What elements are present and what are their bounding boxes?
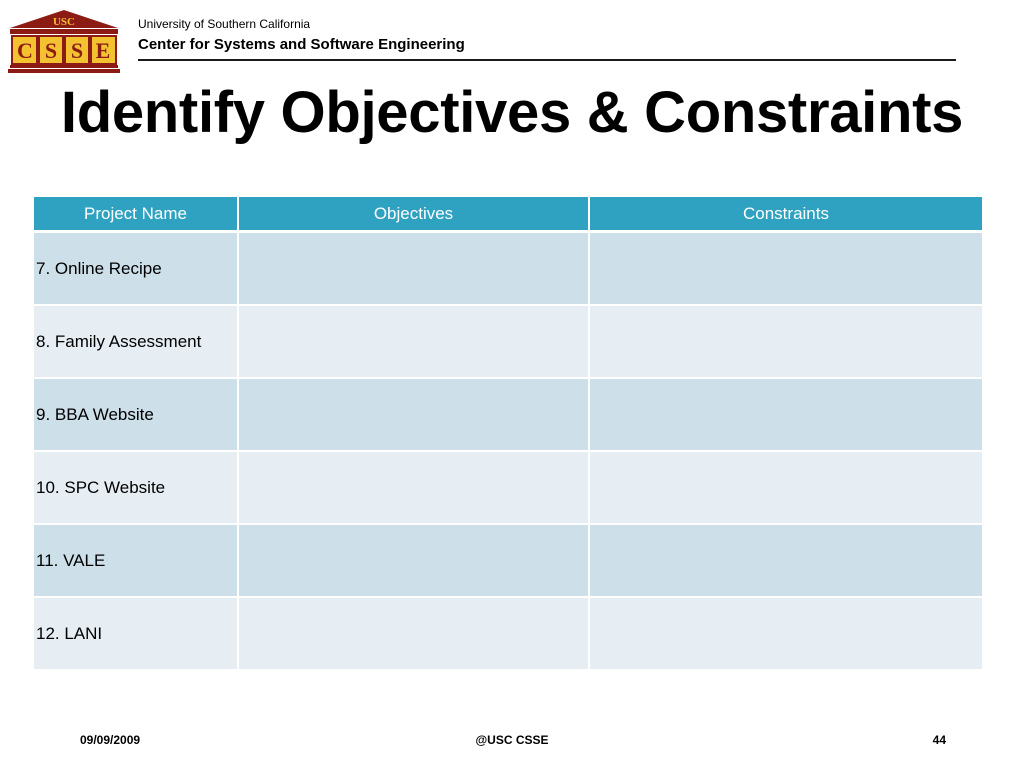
table-row: 10. SPC Website bbox=[34, 451, 982, 525]
objectives-table-container: Project Name Objectives Constraints 7. O… bbox=[34, 197, 982, 671]
slide-title: Identify Objectives & Constraints bbox=[60, 80, 964, 145]
table-row: 7. Online Recipe bbox=[34, 231, 982, 306]
university-name: University of Southern California bbox=[138, 17, 311, 31]
column-header-constraints: Constraints bbox=[589, 197, 982, 233]
page-number: 44 bbox=[932, 733, 946, 747]
table-header-row: Project Name Objectives Constraints bbox=[34, 197, 982, 233]
table-row: 9. BBA Website bbox=[34, 378, 982, 452]
objectives-table: Project Name Objectives Constraints 7. O… bbox=[34, 197, 982, 671]
project-name-cell: 8. Family Assessment bbox=[34, 305, 239, 379]
objectives-cell bbox=[238, 305, 590, 379]
constraints-cell bbox=[589, 524, 982, 598]
footer-date: 09/09/2009 bbox=[80, 733, 141, 747]
objectives-cell bbox=[238, 231, 590, 306]
project-name-cell: 11. VALE bbox=[34, 524, 239, 598]
usc-csse-logo: USC C S S E bbox=[8, 10, 120, 73]
center-name: Center for Systems and Software Engineer… bbox=[138, 36, 465, 53]
constraints-cell bbox=[589, 378, 982, 452]
logo-letter-e: E bbox=[96, 38, 111, 63]
logo-letter-s1: S bbox=[45, 38, 57, 63]
header-divider bbox=[138, 59, 956, 61]
logo-letter-c: C bbox=[17, 38, 33, 63]
constraints-cell bbox=[589, 451, 982, 525]
objectives-cell bbox=[238, 597, 590, 671]
project-name-cell: 9. BBA Website bbox=[34, 378, 239, 452]
objectives-cell bbox=[238, 451, 590, 525]
objectives-cell bbox=[238, 378, 590, 452]
project-name-cell: 12. LANI bbox=[34, 597, 239, 671]
objectives-cell bbox=[238, 524, 590, 598]
project-name-cell: 7. Online Recipe bbox=[34, 231, 239, 306]
column-header-objectives: Objectives bbox=[238, 197, 590, 233]
constraints-cell bbox=[589, 305, 982, 379]
constraints-cell bbox=[589, 231, 982, 306]
logo-usc-text: USC bbox=[53, 16, 75, 28]
table-row: 8. Family Assessment bbox=[34, 305, 982, 379]
footer-copyright: @USC CSSE bbox=[475, 733, 549, 747]
project-name-cell: 10. SPC Website bbox=[34, 451, 239, 525]
constraints-cell bbox=[589, 597, 982, 671]
logo-letter-s2: S bbox=[71, 38, 83, 63]
column-header-project-name: Project Name bbox=[34, 197, 239, 233]
table-row: 12. LANI bbox=[34, 597, 982, 671]
logo-roof bbox=[10, 10, 118, 28]
table-row: 11. VALE bbox=[34, 524, 982, 598]
